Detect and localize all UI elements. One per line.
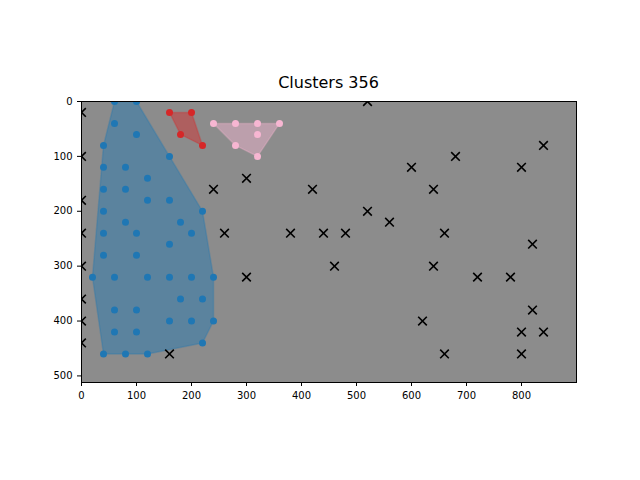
svg-text:700: 700 [457,390,476,401]
html-text:Clusters 356: Clusters 356 [278,73,379,92]
svg-text:100: 100 [53,151,72,162]
svg-text:0: 0 [78,390,84,401]
svg-text:800: 800 [512,390,531,401]
svg-text:100: 100 [127,390,146,401]
svg-text:600: 600 [402,390,421,401]
svg-text:300: 300 [237,390,256,401]
svg-text:200: 200 [53,205,72,216]
svg-text:400: 400 [292,390,311,401]
svg-text:500: 500 [53,370,72,381]
svg-text:300: 300 [53,260,72,271]
svg-text:500: 500 [347,390,366,401]
svg-text:400: 400 [53,315,72,326]
svg-text:200: 200 [182,390,201,401]
svg-text:0: 0 [66,96,72,107]
